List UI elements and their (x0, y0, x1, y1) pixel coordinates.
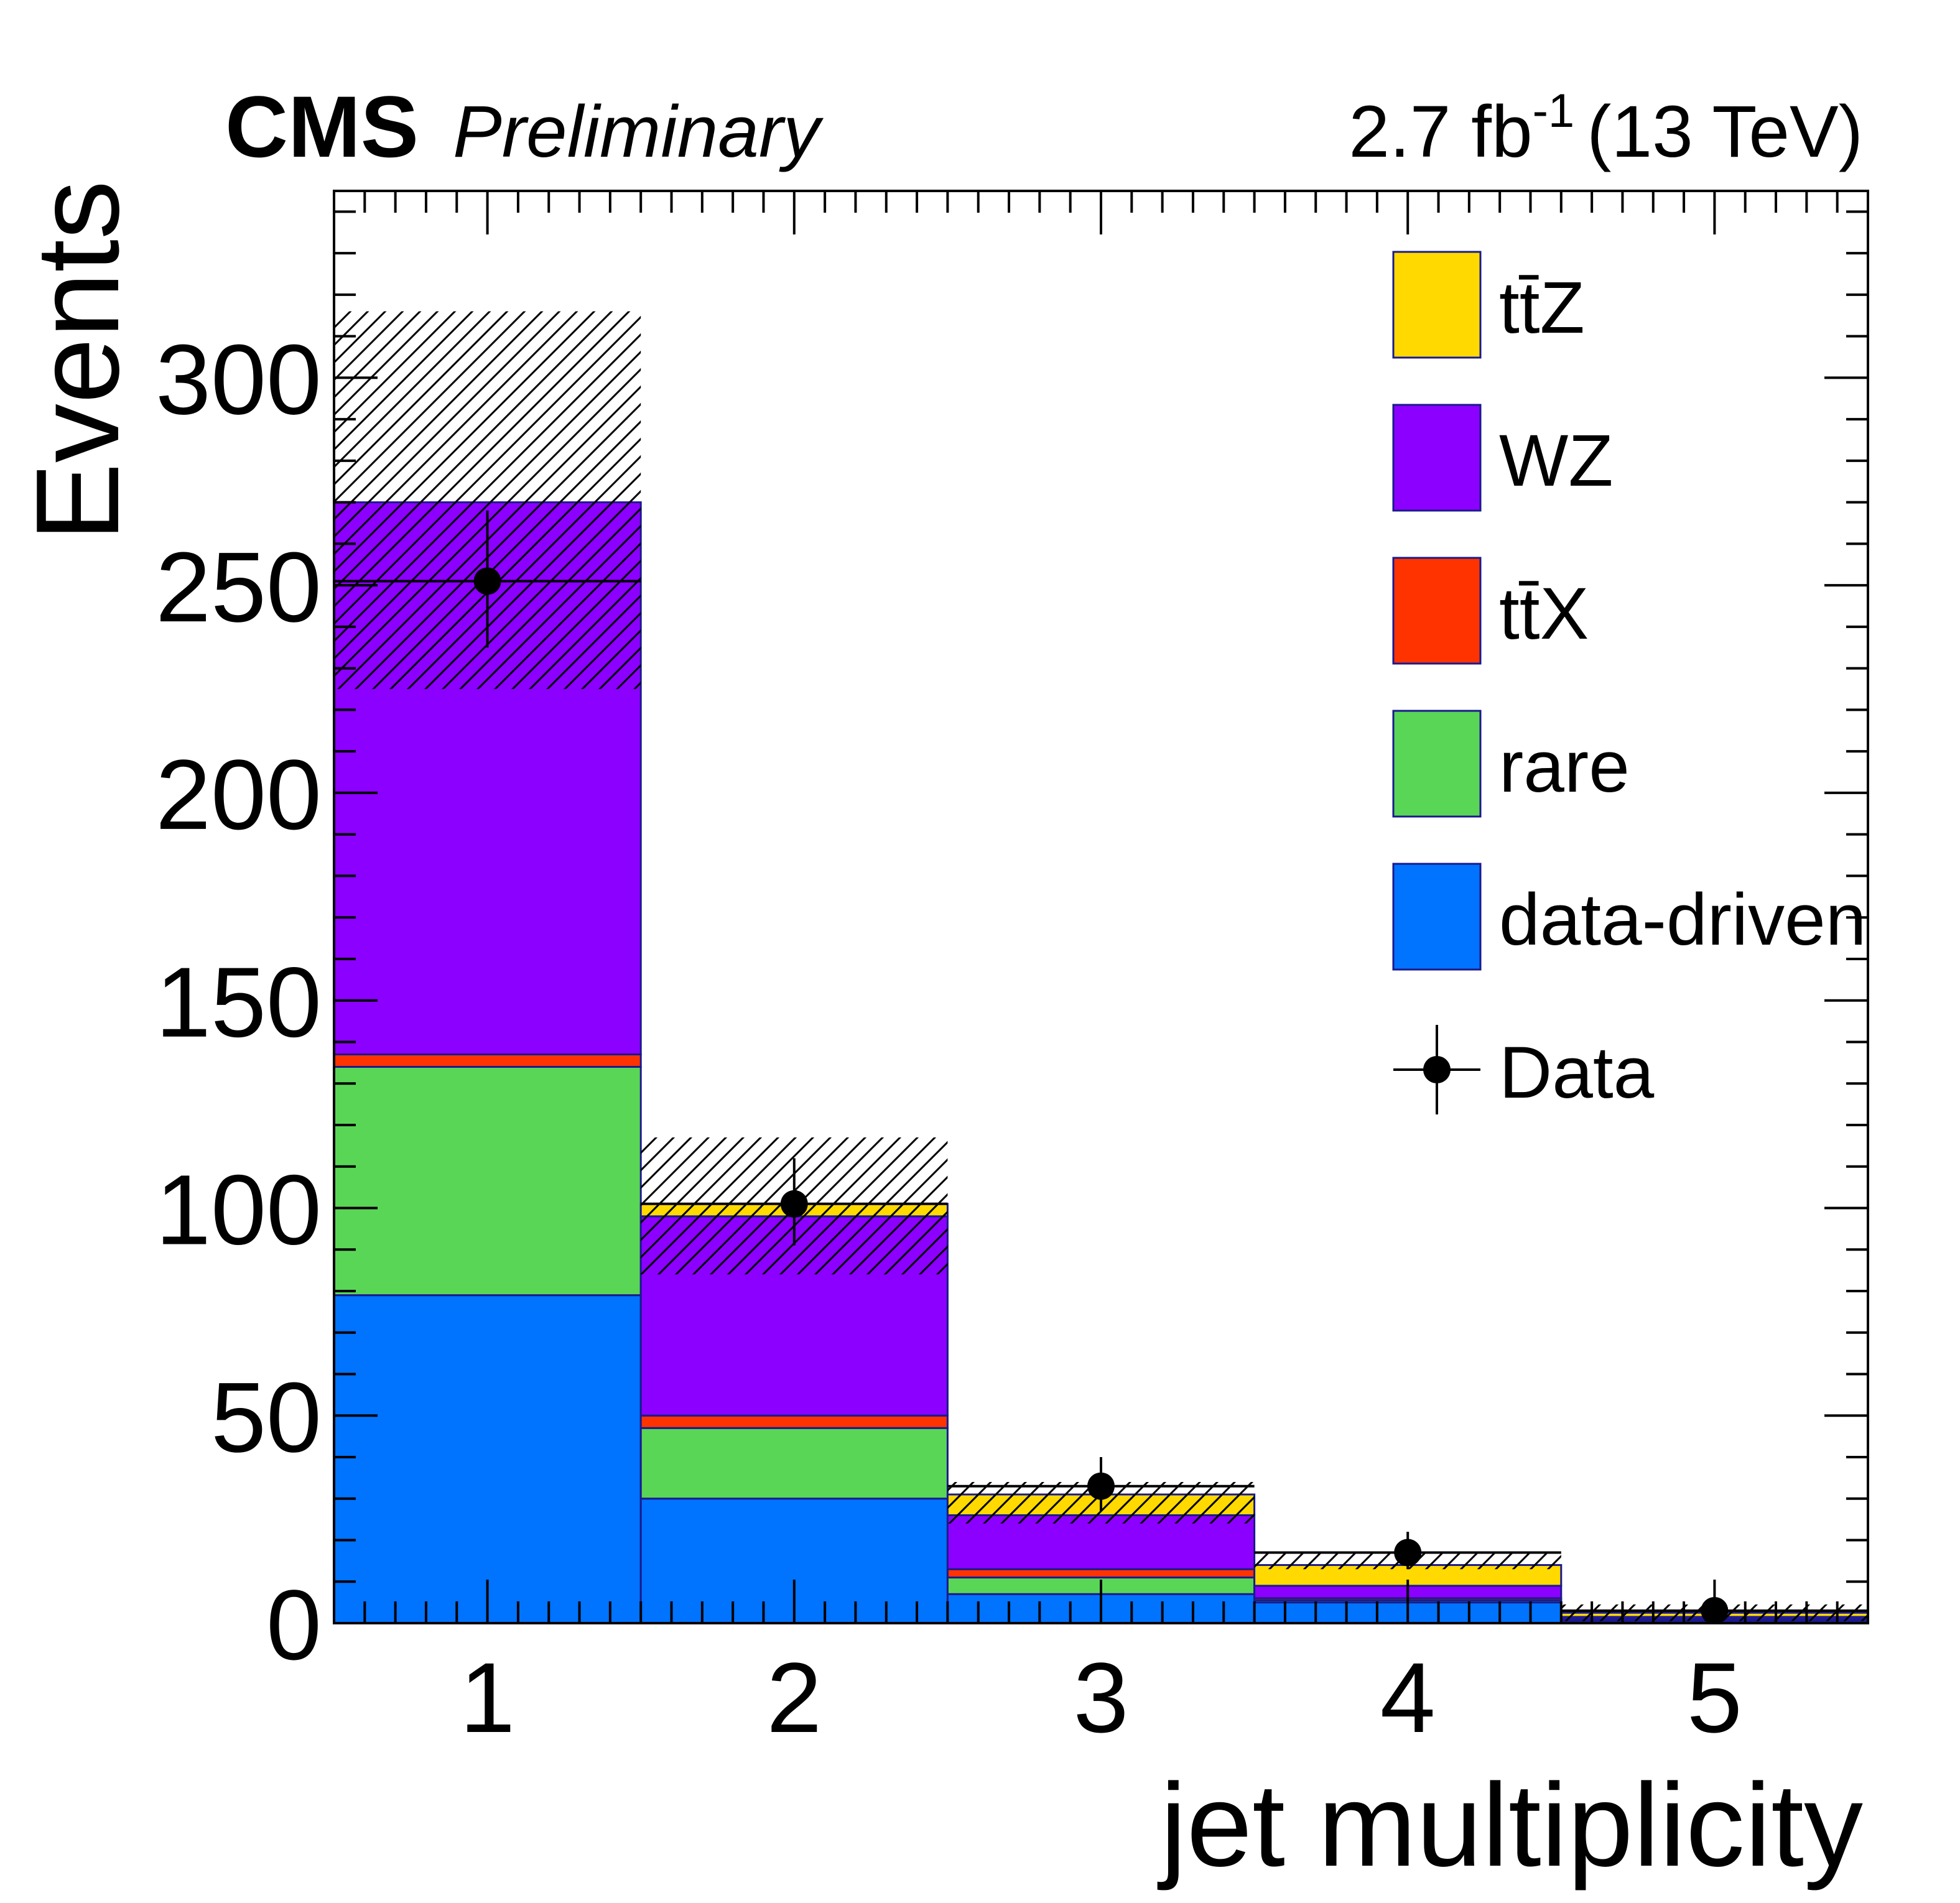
y-tick-label: 0 (266, 1569, 322, 1680)
legend-label-Data: Data (1499, 1032, 1655, 1114)
x-tick-label: 4 (1380, 1642, 1436, 1753)
y-tick-label: 200 (156, 739, 322, 850)
y-tick-label: 300 (156, 323, 322, 435)
bar-ttX-3 (946, 1568, 1256, 1579)
y-tick-label: 150 (156, 947, 322, 1058)
data-point-2 (780, 1190, 808, 1218)
legend-label-ttZ: tt̄Z (1499, 267, 1585, 349)
lumi-value: 2.7 fb (1349, 91, 1532, 173)
y-tick-label: 100 (156, 1154, 322, 1265)
plot-area: 0 50 100 150 200 250 300 1 2 3 4 5 (156, 190, 1869, 1753)
legend-data-marker (1423, 1056, 1451, 1083)
legend-label-ttX: tt̄X (1499, 573, 1589, 655)
experiment-label: CMS (225, 78, 419, 175)
legend-label-WZ: WZ (1499, 420, 1613, 502)
y-axis-title: Events (12, 180, 144, 542)
y-tick-label: 50 (211, 1361, 322, 1473)
x-tick-label: 2 (766, 1642, 822, 1753)
lumi-exponent: -1 (1533, 85, 1575, 137)
data-point-3 (1087, 1472, 1115, 1500)
legend: tt̄Z WZ tt̄X rare data-driven Data (1392, 251, 1866, 1114)
bar-ttX-2 (639, 1414, 949, 1429)
x-tick-label: 3 (1074, 1642, 1129, 1753)
status-label: Preliminary (453, 91, 824, 173)
legend-swatch-ttX (1392, 557, 1482, 665)
bar-rare-2 (639, 1427, 949, 1500)
legend-label-datadriven: data-driven (1499, 879, 1866, 961)
legend-swatch-ttZ (1392, 251, 1482, 359)
legend-swatch-WZ (1392, 404, 1482, 512)
x-axis-title: jet multiplicity (1157, 1759, 1863, 1891)
data-point-1 (473, 567, 501, 595)
bar-ttX-1 (333, 1053, 642, 1068)
bar-datadriven-1 (333, 1294, 642, 1624)
y-tick-label: 250 (156, 531, 322, 642)
data-point-4 (1394, 1539, 1422, 1567)
lumi-label: 2.7 fb-1 (13 TeV) (1349, 85, 1863, 173)
legend-label-rare: rare (1499, 726, 1630, 808)
bar-rare-1 (333, 1066, 642, 1297)
legend-swatch-rare (1392, 710, 1482, 818)
x-tick-label: 5 (1687, 1642, 1742, 1753)
lumi-energy: (13 TeV) (1587, 91, 1863, 173)
x-tick-label: 1 (460, 1642, 515, 1753)
legend-swatch-datadriven (1392, 863, 1482, 971)
